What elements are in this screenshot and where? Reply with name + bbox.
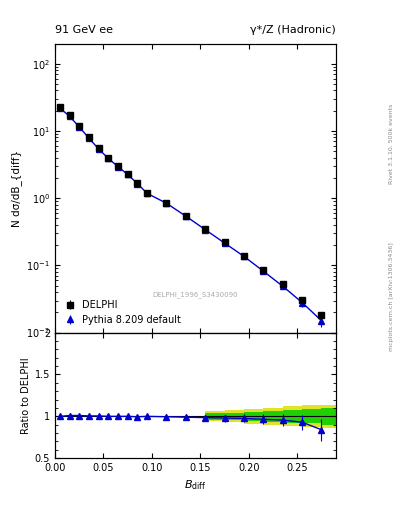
Text: 91 GeV ee: 91 GeV ee — [55, 25, 113, 35]
Y-axis label: N dσ/dB_{diff}: N dσ/dB_{diff} — [11, 150, 22, 227]
Text: DELPHI_1996_S3430090: DELPHI_1996_S3430090 — [153, 292, 238, 298]
Text: mcplots.cern.ch [arXiv:1306.3436]: mcplots.cern.ch [arXiv:1306.3436] — [389, 243, 393, 351]
Text: Rivet 3.1.10, 500k events: Rivet 3.1.10, 500k events — [389, 103, 393, 183]
Y-axis label: Ratio to DELPHI: Ratio to DELPHI — [20, 357, 31, 434]
Legend: DELPHI, Pythia 8.209 default: DELPHI, Pythia 8.209 default — [60, 297, 184, 328]
Text: γ*/Z (Hadronic): γ*/Z (Hadronic) — [250, 25, 336, 35]
X-axis label: $B_{\mathregular{diff}}$: $B_{\mathregular{diff}}$ — [184, 479, 207, 493]
